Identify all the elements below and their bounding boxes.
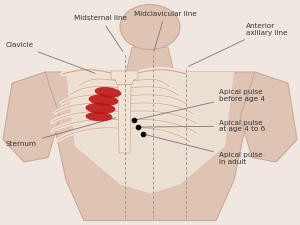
Polygon shape xyxy=(66,72,234,194)
Polygon shape xyxy=(111,71,138,84)
Polygon shape xyxy=(240,72,297,162)
Ellipse shape xyxy=(85,112,112,121)
Ellipse shape xyxy=(85,103,116,114)
Text: Apical pulse
before age 4: Apical pulse before age 4 xyxy=(136,89,265,120)
Text: Sternum: Sternum xyxy=(6,118,116,147)
Text: Midclavicular line: Midclavicular line xyxy=(134,11,196,51)
Polygon shape xyxy=(45,72,255,220)
Ellipse shape xyxy=(95,87,121,97)
Text: Clavicle: Clavicle xyxy=(6,42,95,73)
Polygon shape xyxy=(126,47,174,72)
Text: Anterior
axillary line: Anterior axillary line xyxy=(188,23,287,66)
Text: Apical pulse
in adult: Apical pulse in adult xyxy=(145,135,263,165)
Polygon shape xyxy=(118,84,131,153)
Text: Midsternal line: Midsternal line xyxy=(74,15,127,52)
Circle shape xyxy=(120,4,180,50)
Text: Apical pulse
at age 4 to 6: Apical pulse at age 4 to 6 xyxy=(141,119,265,133)
Polygon shape xyxy=(3,72,60,162)
Ellipse shape xyxy=(88,94,119,106)
